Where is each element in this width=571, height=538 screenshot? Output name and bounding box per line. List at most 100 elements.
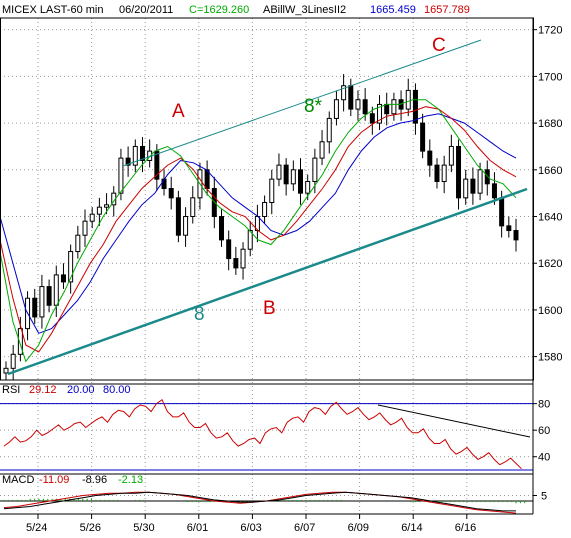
candle-body — [175, 197, 181, 236]
price-tick-label: 1600 — [538, 305, 562, 317]
candle-body — [506, 225, 512, 232]
header-symbol: MICEX LAST-60 min — [2, 4, 103, 16]
macd-tick-label: 5 — [541, 491, 547, 503]
candle-body — [513, 230, 519, 241]
rsi-tick-label: 40 — [538, 452, 550, 464]
candle-body — [427, 150, 433, 166]
candle-body — [463, 178, 469, 199]
candle-body — [75, 234, 81, 253]
macd-panel — [0, 491, 533, 514]
header-date: 06/20/2011 — [119, 4, 173, 16]
candle-body — [326, 117, 332, 143]
candle-body — [298, 169, 304, 194]
date-tick-label: 6/09 — [348, 522, 369, 534]
price-tick-label: 1580 — [538, 352, 562, 364]
rsi-line — [3, 398, 522, 470]
rsi-header-level-high: 80.00 — [103, 384, 131, 396]
candle-body — [290, 169, 296, 185]
candle-body — [491, 183, 497, 199]
moving-averages — [0, 99, 517, 363]
candle-body — [168, 187, 174, 199]
candle-body — [348, 85, 354, 110]
candle-body — [226, 239, 232, 260]
candle-body — [362, 99, 368, 115]
candle-body — [283, 164, 289, 185]
candle-body — [132, 145, 138, 166]
annotation-b: B — [263, 298, 276, 319]
ma-blue-line — [0, 113, 517, 334]
candle-body — [405, 89, 411, 110]
candle-body — [60, 274, 66, 283]
ma-red-line — [0, 106, 517, 353]
rsi-header-level-low: 20.00 — [67, 384, 95, 396]
candle-body — [434, 164, 440, 182]
candle-body — [499, 197, 505, 227]
candle-body — [118, 157, 124, 194]
macd-header-value2: -8.96 — [82, 474, 107, 486]
candle-body — [470, 178, 476, 194]
axes: 1580 1600 1620 1640 1660 1680 1700 1720 5/24 5/26… — [0, 17, 562, 534]
header-indicator-value2: 1657.789 — [424, 4, 470, 16]
candle-body — [218, 216, 224, 241]
candle-body — [484, 169, 490, 185]
candle-body — [190, 197, 196, 218]
rsi-tick-label: 80 — [538, 399, 550, 411]
annotation-eight-star: 8* — [304, 96, 323, 117]
date-tick-label: 6/16 — [455, 522, 476, 534]
rsi-divergence-line — [377, 404, 531, 438]
ma-green-line — [0, 99, 517, 363]
annotation-a: A — [172, 101, 185, 122]
candle-body — [104, 204, 110, 208]
candle-body — [384, 103, 390, 115]
rsi-header-name: RSI — [2, 384, 20, 396]
candle-body — [369, 113, 375, 124]
price-tick-label: 1620 — [538, 258, 562, 270]
candle-body — [448, 145, 454, 166]
candle-body — [247, 230, 253, 250]
price-panel — [3, 74, 519, 380]
candle-body — [276, 164, 282, 180]
candle-body — [139, 145, 145, 161]
candle-body — [32, 297, 38, 318]
candle-body — [154, 150, 160, 180]
annotation-c: C — [432, 35, 446, 56]
rsi-header-value: 29.12 — [29, 384, 57, 396]
candle-body — [183, 216, 189, 236]
candle-body — [82, 220, 88, 236]
date-tick-label: 6/01 — [187, 522, 208, 534]
candle-body — [441, 164, 447, 182]
candle-body — [17, 328, 23, 355]
macd-header-value3: -2.13 — [118, 474, 143, 486]
candle-body — [204, 169, 210, 189]
upper-trend-line — [122, 39, 482, 167]
rsi-tick-label: 60 — [538, 425, 550, 437]
lower-trend-line — [7, 187, 528, 376]
macd-signal-line — [3, 491, 516, 512]
candle-body — [355, 99, 361, 110]
trend-lines — [7, 39, 528, 376]
candle-body — [319, 141, 325, 159]
rsi-panel — [0, 398, 533, 471]
candle-body — [53, 274, 59, 306]
candle-body — [68, 251, 74, 283]
date-tick-label: 5/26 — [80, 522, 101, 534]
candle-body — [412, 89, 418, 124]
candle-body — [262, 202, 268, 218]
candle-body — [39, 286, 45, 318]
candle-body — [420, 122, 426, 152]
date-tick-label: 5/24 — [26, 522, 47, 534]
price-tick-label: 1720 — [538, 25, 562, 37]
price-tick-label: 1640 — [538, 212, 562, 224]
candle-body — [477, 169, 483, 194]
header-indicator-name: ABillW_3LinesII2 — [263, 4, 346, 16]
header-indicator-value1: 1665.459 — [370, 4, 416, 16]
date-tick-label: 6/07 — [294, 522, 315, 534]
price-tick-label: 1680 — [538, 118, 562, 130]
macd-header-name: MACD — [2, 474, 34, 486]
candle-body — [333, 99, 339, 119]
candle-body — [3, 367, 9, 374]
date-tick-label: 5/30 — [133, 522, 154, 534]
